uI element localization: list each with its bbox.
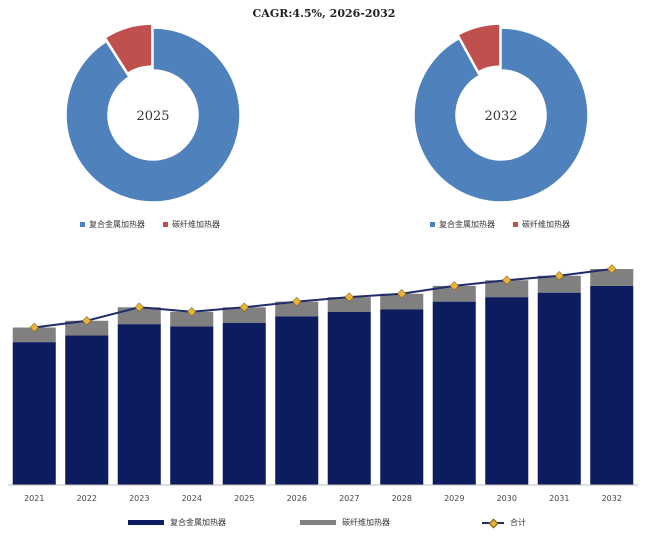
bar-legend: 复合金属加热器 碳纤维加热器 合计: [0, 517, 648, 531]
bar-fiber: [275, 301, 319, 317]
bar-composite: [485, 297, 529, 485]
x-tick-label: 2022: [77, 494, 97, 503]
x-tick-label: 2030: [497, 494, 517, 503]
donut-slice-fiber: [104, 23, 153, 75]
donut-legend-2032: 复合金属加热器 碳纤维加热器: [430, 219, 588, 230]
legend-label-fiber: 碳纤维加热器: [172, 220, 220, 229]
bar-fiber: [117, 307, 161, 325]
total-marker: [502, 275, 512, 285]
bar-fiber: [537, 275, 581, 293]
legend-label-composite: 复合金属加热器: [439, 220, 495, 229]
bar-fiber: [432, 285, 476, 302]
legend-label-composite: 复合金属加热器: [89, 220, 145, 229]
x-tick-label: 2021: [24, 494, 44, 503]
x-tick-label: 2027: [339, 494, 359, 503]
legend-swatch-composite: [430, 222, 435, 227]
bar-composite: [222, 323, 266, 485]
bar-fiber: [222, 307, 266, 323]
donut-legend-2025: 复合金属加热器 碳纤维加热器: [80, 219, 238, 230]
legend-item-fiber: 碳纤维加热器: [300, 517, 390, 528]
bar-fiber: [327, 297, 371, 312]
donut-chart-2032: 2032: [413, 23, 589, 203]
bar-composite: [65, 335, 109, 485]
donut-slice-composite: [65, 27, 241, 203]
x-tick-label: 2032: [602, 494, 622, 503]
chart-title: CAGR:4.5%, 2026-2032: [252, 7, 396, 20]
legend-item-composite: 复合金属加热器: [128, 517, 226, 528]
total-marker: [397, 289, 407, 299]
total-marker: [449, 281, 459, 291]
bar-composite: [327, 311, 371, 485]
bar-fiber: [170, 311, 214, 327]
legend-swatch-fiber: [300, 520, 336, 525]
legend-line-total: [482, 518, 504, 528]
bar-composite: [275, 316, 319, 485]
legend-item-fiber: 碳纤维加热器: [163, 219, 220, 230]
bar-composite: [537, 292, 581, 485]
total-line: [34, 268, 612, 329]
total-marker: [292, 297, 302, 307]
x-tick-label: 2025: [234, 494, 254, 503]
bar-fiber: [12, 327, 56, 343]
bar-fiber: [65, 320, 109, 336]
total-marker: [134, 302, 144, 312]
donut-slice-fiber: [457, 23, 501, 73]
legend-label-composite: 复合金属加热器: [170, 518, 226, 527]
total-marker: [607, 264, 617, 274]
donut-chart-2025: 2025: [65, 23, 241, 203]
donut-slice-composite: [413, 27, 589, 203]
total-marker: [187, 307, 197, 317]
x-tick-label: 2028: [392, 494, 412, 503]
bar-composite: [170, 326, 214, 485]
total-marker: [29, 322, 39, 333]
x-tick-label: 2023: [129, 494, 149, 503]
bar-composite: [117, 324, 161, 485]
total-marker: [554, 271, 564, 281]
legend-item-composite: 复合金属加热器: [430, 219, 495, 230]
donut-center-label: 2025: [136, 109, 169, 124]
bar-composite: [380, 309, 424, 485]
legend-item-fiber: 碳纤维加热器: [513, 219, 570, 230]
x-tick-label: 2031: [549, 494, 569, 503]
x-tick-label: 2026: [287, 494, 307, 503]
legend-swatch-fiber: [513, 222, 518, 227]
total-marker: [344, 292, 354, 302]
legend-label-total: 合计: [510, 518, 526, 527]
legend-label-fiber: 碳纤维加热器: [342, 518, 390, 527]
donut-center-label: 2032: [484, 109, 517, 124]
stacked-bar-chart: 2021 2022 2023 2024 2025 2026 2027 2028 2029 2030…: [8, 264, 638, 503]
bar-fiber: [485, 280, 529, 298]
total-marker: [239, 302, 249, 312]
x-tick-label: 2024: [182, 494, 202, 503]
bar-fiber: [590, 269, 634, 286]
bar-composite: [590, 285, 634, 485]
legend-label-fiber: 碳纤维加热器: [522, 220, 570, 229]
legend-swatch-fiber: [163, 222, 168, 227]
bar-composite: [12, 342, 56, 485]
legend-swatch-composite: [128, 520, 164, 525]
legend-item-total: 合计: [482, 517, 526, 528]
legend-swatch-composite: [80, 222, 85, 227]
total-marker: [82, 316, 92, 326]
legend-item-composite: 复合金属加热器: [80, 219, 145, 230]
x-tick-label: 2029: [444, 494, 464, 503]
bar-fiber: [380, 293, 424, 310]
bar-composite: [432, 301, 476, 485]
